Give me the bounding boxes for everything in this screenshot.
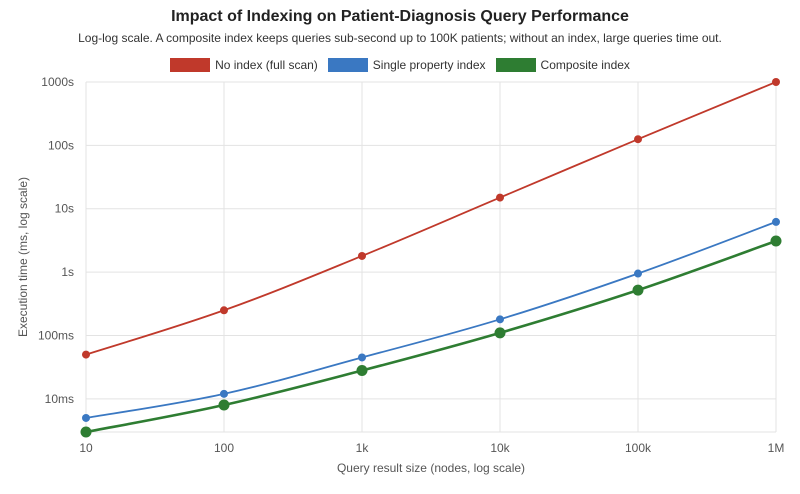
y-tick-label: 100ms — [38, 328, 74, 342]
legend-swatch-single-index — [327, 58, 368, 72]
data-point-no-index — [220, 306, 228, 315]
data-point-no-index — [82, 350, 90, 359]
data-point-composite-index — [80, 426, 92, 438]
x-axis-title: Query result size (nodes, log scale) — [337, 461, 525, 475]
data-point-composite-index — [632, 284, 644, 296]
series-line-no-index — [85, 81, 777, 356]
legend-swatch-composite-index — [495, 58, 536, 72]
data-point-single-index — [82, 413, 90, 422]
data-point-no-index — [496, 193, 504, 202]
x-tick-label: 1M — [768, 441, 785, 455]
legend-item-composite-index[interactable]: Composite index — [495, 58, 630, 72]
x-tick-label: 10k — [490, 441, 510, 455]
legend-label-composite-index: Composite index — [540, 58, 630, 72]
series-line-single-index — [85, 221, 777, 419]
legend-swatch-no-index — [170, 58, 211, 72]
y-axis-title: Execution time (ms, log scale) — [16, 177, 30, 337]
data-point-no-index — [634, 135, 642, 144]
x-tick-label: 100k — [625, 441, 652, 455]
series-line-composite-index — [85, 239, 777, 434]
data-point-no-index — [358, 251, 366, 260]
data-point-composite-index — [356, 365, 368, 377]
y-tick-label: 1s — [61, 265, 74, 279]
y-tick-label: 100s — [48, 138, 74, 152]
data-point-single-index — [358, 353, 366, 362]
legend: No index (full scan) Single property ind… — [0, 58, 800, 72]
y-tick-label: 10s — [55, 202, 74, 216]
x-tick-label: 1k — [356, 441, 370, 455]
y-tick-label: 1000s — [41, 75, 74, 89]
data-point-single-index — [772, 217, 780, 226]
legend-item-single-index[interactable]: Single property index — [327, 58, 486, 72]
chart-title: Impact of Indexing on Patient-Diagnosis … — [171, 8, 629, 25]
legend-label-single-index: Single property index — [372, 58, 486, 72]
data-point-single-index — [496, 315, 504, 324]
y-tick-label: 10ms — [45, 392, 74, 406]
data-point-composite-index — [770, 235, 782, 247]
data-point-composite-index — [494, 327, 506, 339]
legend-item-no-index[interactable]: No index (full scan) — [170, 58, 318, 72]
chart-subtitle: Log-log scale. A composite index keeps q… — [78, 31, 722, 45]
x-tick-label: 10 — [79, 441, 93, 455]
data-point-single-index — [634, 269, 642, 278]
data-point-single-index — [220, 389, 228, 398]
data-point-no-index — [772, 78, 780, 86]
x-tick-label: 100 — [214, 441, 234, 455]
legend-label-no-index: No index (full scan) — [215, 58, 318, 72]
data-point-composite-index — [218, 399, 230, 411]
